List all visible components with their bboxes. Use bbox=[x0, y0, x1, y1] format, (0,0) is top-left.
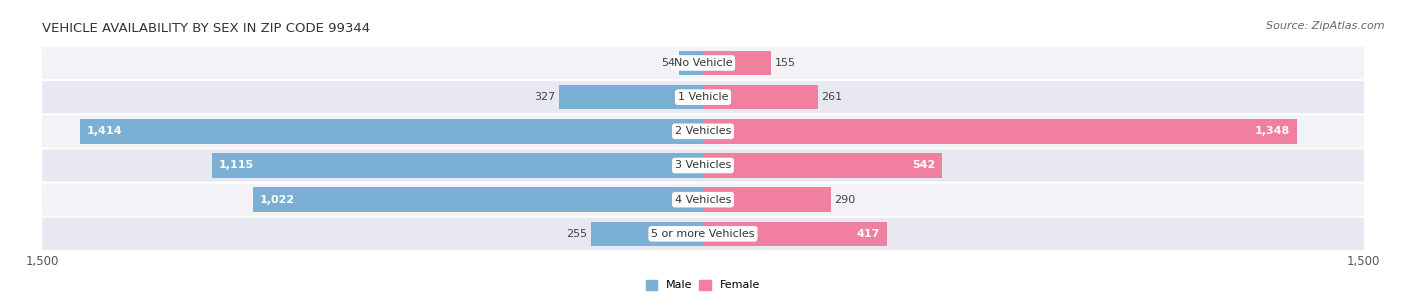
Text: 261: 261 bbox=[821, 92, 842, 102]
Bar bbox=[703, 222, 887, 246]
Text: 417: 417 bbox=[856, 229, 880, 239]
Text: 255: 255 bbox=[567, 229, 588, 239]
Bar bbox=[703, 119, 1296, 144]
Bar bbox=[212, 153, 703, 178]
Bar bbox=[703, 51, 772, 75]
Text: 1,115: 1,115 bbox=[218, 160, 253, 170]
Text: VEHICLE AVAILABILITY BY SEX IN ZIP CODE 99344: VEHICLE AVAILABILITY BY SEX IN ZIP CODE … bbox=[42, 22, 370, 35]
Text: Source: ZipAtlas.com: Source: ZipAtlas.com bbox=[1267, 21, 1385, 32]
Legend: Male, Female: Male, Female bbox=[647, 280, 759, 290]
Bar bbox=[703, 187, 831, 212]
FancyBboxPatch shape bbox=[42, 218, 1364, 250]
Text: No Vehicle: No Vehicle bbox=[673, 58, 733, 68]
Bar bbox=[560, 85, 703, 110]
Text: 3 Vehicles: 3 Vehicles bbox=[675, 160, 731, 170]
Text: 327: 327 bbox=[534, 92, 555, 102]
Bar bbox=[679, 51, 703, 75]
FancyBboxPatch shape bbox=[42, 184, 1364, 216]
Text: 1,414: 1,414 bbox=[87, 126, 122, 136]
Text: 54: 54 bbox=[662, 58, 676, 68]
Text: 290: 290 bbox=[834, 195, 855, 205]
Text: 4 Vehicles: 4 Vehicles bbox=[675, 195, 731, 205]
Text: 1 Vehicle: 1 Vehicle bbox=[678, 92, 728, 102]
Bar bbox=[253, 187, 703, 212]
FancyBboxPatch shape bbox=[42, 149, 1364, 181]
Text: 542: 542 bbox=[912, 160, 935, 170]
Bar bbox=[591, 222, 703, 246]
Bar bbox=[703, 153, 942, 178]
Text: 155: 155 bbox=[775, 58, 796, 68]
Text: 1,348: 1,348 bbox=[1256, 126, 1291, 136]
FancyBboxPatch shape bbox=[42, 115, 1364, 147]
FancyBboxPatch shape bbox=[42, 47, 1364, 79]
Bar bbox=[703, 85, 818, 110]
FancyBboxPatch shape bbox=[42, 81, 1364, 113]
Text: 1,022: 1,022 bbox=[259, 195, 294, 205]
Bar bbox=[80, 119, 703, 144]
Text: 5 or more Vehicles: 5 or more Vehicles bbox=[651, 229, 755, 239]
Text: 2 Vehicles: 2 Vehicles bbox=[675, 126, 731, 136]
